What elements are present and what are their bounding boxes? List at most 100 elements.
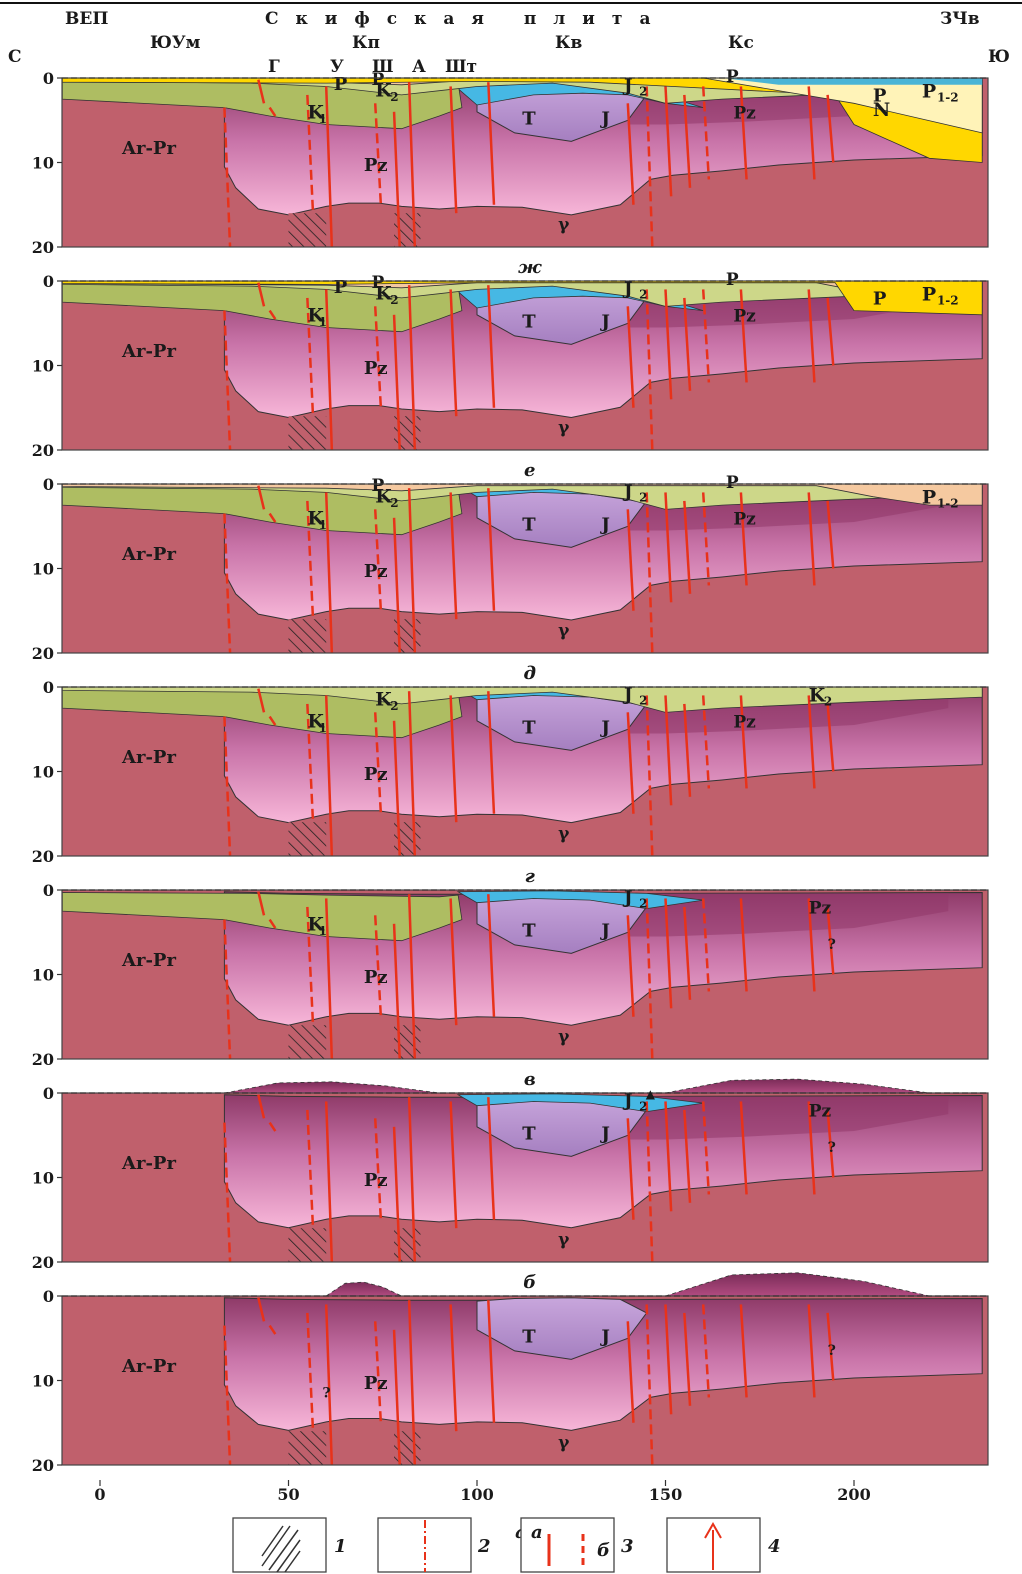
fault-line	[807, 1101, 816, 1195]
triassic-jurassic-lens	[476, 1297, 648, 1360]
fault-line	[223, 1122, 232, 1262]
fault-line	[324, 1304, 334, 1465]
fault-line	[449, 1101, 458, 1229]
x-tick-label: 50	[277, 1485, 299, 1504]
fault-line	[664, 86, 673, 197]
archean-label: Ar-Pr	[121, 544, 176, 565]
label-zchv: ЗЧв	[940, 9, 980, 29]
j2-label: J	[622, 1091, 633, 1112]
archean-label: Ar-Pr	[121, 1153, 176, 1174]
j2-sub: 2	[639, 897, 647, 911]
hatched-zone	[288, 1228, 327, 1262]
tj-label: T	[522, 920, 536, 941]
question-mark: ?	[828, 1140, 836, 1156]
fault-line	[268, 1121, 277, 1132]
depth-tick-label: 20	[32, 644, 54, 663]
k2-label: K	[375, 80, 393, 102]
k1-sub: 1	[319, 112, 327, 126]
gamma-label: γ	[558, 621, 570, 641]
depth-tick-label: 0	[43, 678, 54, 697]
fault-line	[407, 1097, 417, 1262]
p12-sub: 1-2	[937, 294, 959, 308]
depth-tick-label: 10	[32, 1372, 54, 1391]
depth-tick-label: 10	[32, 154, 54, 173]
fault-line	[306, 500, 315, 620]
fault-line	[324, 1101, 334, 1262]
gamma-label: γ	[558, 215, 570, 235]
fault-line	[407, 691, 417, 856]
sea-layer	[722, 78, 983, 85]
hatched-zone	[288, 213, 327, 247]
fault-line	[683, 703, 692, 797]
depth-tick-label: 20	[32, 1456, 54, 1475]
pz-east-band	[627, 1096, 949, 1140]
k1-label: K	[307, 508, 325, 530]
fault-line	[223, 1325, 232, 1465]
fault-line	[407, 488, 417, 653]
fault-line	[807, 289, 816, 383]
legend-item-3: а б 3	[520, 1517, 634, 1573]
fault-line	[683, 906, 692, 1000]
eroded-dome	[665, 1272, 930, 1297]
fault-line	[449, 1304, 458, 1432]
fault-line	[701, 1304, 711, 1398]
label-south: Ю	[988, 47, 1010, 67]
fault-line	[373, 306, 383, 408]
hatched-zone	[288, 1431, 327, 1465]
tj-label: T	[522, 108, 536, 129]
fault-line	[324, 695, 334, 856]
j2-label: J	[622, 76, 633, 97]
fault-line	[373, 1118, 383, 1220]
fault-line	[223, 107, 232, 247]
fault-line	[257, 891, 266, 916]
fault-line	[626, 712, 635, 814]
j2-sub: 2	[639, 85, 647, 99]
fault-line	[645, 86, 654, 247]
nq-label: N	[873, 99, 890, 121]
fault-line	[739, 898, 748, 992]
fault-line	[373, 103, 383, 205]
fault-line	[487, 285, 496, 408]
fault-line	[626, 1321, 635, 1423]
pz-label: Pz	[364, 967, 388, 988]
jurassic-layer	[456, 890, 704, 910]
fault-line	[449, 86, 458, 214]
question-mark: ?	[828, 937, 836, 953]
panel-caption: в	[524, 1069, 536, 1090]
gamma-label: γ	[558, 824, 570, 844]
fault-line	[487, 82, 496, 205]
fault-line	[826, 1312, 835, 1381]
question-mark: ?	[828, 1343, 836, 1359]
tj-label-j: J	[599, 514, 610, 535]
tj-label-j: J	[599, 108, 610, 129]
fault-line	[807, 86, 816, 180]
j2-sub: 2	[639, 288, 647, 302]
tj-label: T	[522, 717, 536, 738]
fault-line	[373, 915, 383, 1017]
fault-line	[306, 1109, 315, 1229]
j2-label: J	[622, 279, 633, 300]
k2-label: K	[375, 283, 393, 305]
x-axis: 0 50 100 150 200	[94, 1480, 871, 1504]
panel-caption: д	[524, 663, 537, 684]
zone-label: Г	[268, 57, 280, 77]
tj-label: T	[522, 311, 536, 332]
depth-tick-label: 10	[32, 966, 54, 985]
k2-label-east: K	[809, 684, 827, 706]
hatched-zone	[288, 822, 327, 856]
fault-line	[257, 688, 266, 713]
fault-line	[392, 1126, 401, 1262]
fault-line	[739, 1304, 748, 1398]
legend-num-2: 2	[477, 1536, 491, 1557]
fault-line	[626, 306, 635, 408]
fault-line	[306, 1312, 315, 1432]
legend: 1 2 а б 3 4	[232, 1517, 781, 1573]
zone-label: Шт	[445, 57, 477, 77]
k1-label: K	[307, 305, 325, 327]
label-plate: Скифская плита	[265, 9, 667, 29]
fault-line	[645, 1304, 654, 1465]
depth-tick-label: 10	[32, 1169, 54, 1188]
fault-line	[223, 716, 232, 856]
fault-line	[683, 500, 692, 594]
